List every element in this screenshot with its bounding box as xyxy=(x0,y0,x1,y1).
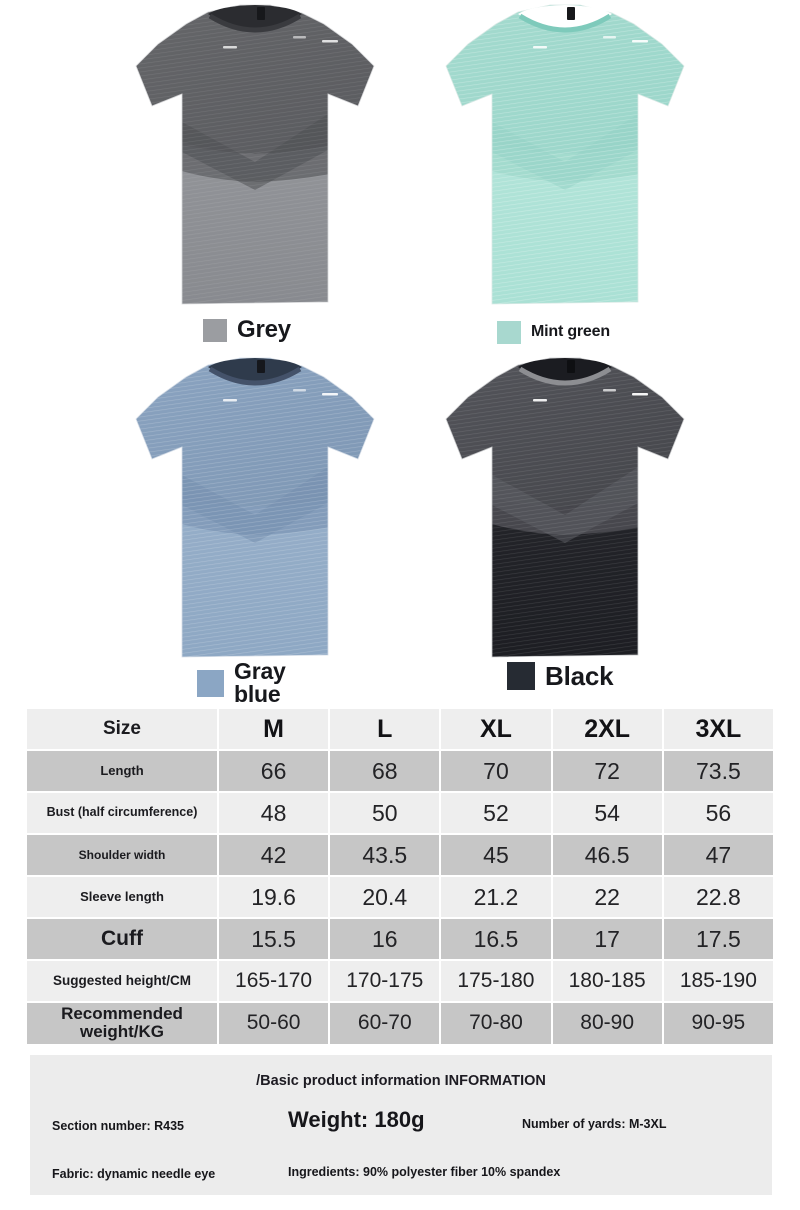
tshirt-illustration xyxy=(135,4,375,305)
header-cell-m: M xyxy=(219,709,329,749)
info-fabric: Fabric: dynamic needle eye xyxy=(52,1167,216,1181)
table-cell: 50-60 xyxy=(219,1003,329,1044)
table-cell: 21.2 xyxy=(441,877,551,917)
table-cell: 47 xyxy=(663,835,773,875)
table-cell: 73.5 xyxy=(663,751,773,791)
info-number-of-yards: Number of yards: M-3XL xyxy=(522,1117,667,1131)
table-cell: 165-170 xyxy=(219,961,329,1001)
color-option-mint-green[interactable]: Mint green xyxy=(496,320,610,345)
header-cell-l: L xyxy=(330,709,440,749)
product-image-gallery: Grey Mint green Gray blue Black xyxy=(90,2,730,706)
table-row: Cuff 15.5 16 16.5 17 17.5 xyxy=(27,919,773,959)
table-cell: 22.8 xyxy=(663,877,773,917)
table-row: Length 66 68 70 72 73.5 xyxy=(27,751,773,791)
size-chart-body: Size M L XL 2XL 3XL Length 66 68 70 72 73.5 Bust (ha… xyxy=(27,709,773,1044)
color-label: Gray blue xyxy=(234,658,286,708)
table-cell: 16.5 xyxy=(441,919,551,959)
table-cell: 20.4 xyxy=(330,877,440,917)
table-cell: 70-80 xyxy=(441,1003,551,1044)
row-label: Suggested height/CM xyxy=(27,961,217,1001)
color-option-grey[interactable]: Grey xyxy=(202,316,291,344)
table-cell: 17.5 xyxy=(663,919,773,959)
table-cell: 16 xyxy=(330,919,440,959)
table-cell: 46.5 xyxy=(552,835,662,875)
product-information-panel: /Basic product information INFORMATION S… xyxy=(30,1055,772,1195)
table-cell: 48 xyxy=(219,793,329,833)
color-swatch-gray-blue xyxy=(196,668,225,698)
table-cell: 19.6 xyxy=(219,877,329,917)
table-cell: 15.5 xyxy=(219,919,329,959)
table-cell: 43.5 xyxy=(330,835,440,875)
table-cell: 90-95 xyxy=(663,1003,773,1044)
header-cell-xl: XL xyxy=(441,709,551,749)
table-row: Recommended weight/KG 50-60 60-70 70-80 80-9… xyxy=(27,1003,773,1044)
row-label: Cuff xyxy=(27,919,217,959)
table-cell: 72 xyxy=(552,751,662,791)
table-cell: 17 xyxy=(552,919,662,959)
table-cell: 66 xyxy=(219,751,329,791)
row-label: Length xyxy=(27,751,217,791)
table-row: Shoulder width 42 43.5 45 46.5 47 xyxy=(27,835,773,875)
row-label: Shoulder width xyxy=(27,835,217,875)
row-label: Bust (half circumference) xyxy=(27,793,217,833)
table-cell: 50 xyxy=(330,793,440,833)
header-cell-size: Size xyxy=(27,709,217,749)
table-cell: 175-180 xyxy=(441,961,551,1001)
product-image-gray-blue[interactable] xyxy=(90,355,420,675)
info-ingredients: Ingredients: 90% polyester fiber 10% spa… xyxy=(288,1165,561,1179)
table-cell: 170-175 xyxy=(330,961,440,1001)
table-cell: 70 xyxy=(441,751,551,791)
color-label: Mint green xyxy=(531,323,610,341)
table-cell: 22 xyxy=(552,877,662,917)
tshirt-illustration xyxy=(445,4,685,305)
table-cell: 185-190 xyxy=(663,961,773,1001)
product-image-mint-green[interactable] xyxy=(400,2,730,322)
tshirt-illustration xyxy=(445,357,685,658)
table-cell: 42 xyxy=(219,835,329,875)
color-swatch-mint-green xyxy=(496,320,522,345)
info-section-number: Section number: R435 xyxy=(52,1119,184,1133)
row-label: Recommended weight/KG xyxy=(27,1003,217,1044)
table-cell: 54 xyxy=(552,793,662,833)
color-option-gray-blue[interactable]: Gray blue xyxy=(196,658,314,708)
table-row: Sleeve length 19.6 20.4 21.2 22 22.8 xyxy=(27,877,773,917)
header-cell-3xl: 3XL xyxy=(663,709,773,749)
size-chart-table: Size M L XL 2XL 3XL Length 66 68 70 72 73.5 Bust (ha… xyxy=(25,707,775,1046)
table-cell: 52 xyxy=(441,793,551,833)
info-weight: Weight: 180g xyxy=(288,1107,425,1132)
color-swatch-black xyxy=(506,661,536,691)
table-header-row: Size M L XL 2XL 3XL xyxy=(27,709,773,749)
color-label: Grey xyxy=(237,316,291,344)
product-image-grey[interactable] xyxy=(90,2,420,322)
table-row: Bust (half circumference) 48 50 52 54 56 xyxy=(27,793,773,833)
row-label: Sleeve length xyxy=(27,877,217,917)
table-cell: 45 xyxy=(441,835,551,875)
table-cell: 68 xyxy=(330,751,440,791)
table-cell: 60-70 xyxy=(330,1003,440,1044)
table-cell: 180-185 xyxy=(552,961,662,1001)
color-swatch-grey xyxy=(202,318,228,343)
color-label: Black xyxy=(545,660,614,691)
product-image-black[interactable] xyxy=(400,355,730,675)
header-cell-2xl: 2XL xyxy=(552,709,662,749)
table-cell: 80-90 xyxy=(552,1003,662,1044)
color-option-black[interactable]: Black xyxy=(506,660,614,691)
table-cell: 56 xyxy=(663,793,773,833)
info-panel-title: /Basic product information INFORMATION xyxy=(256,1073,546,1089)
tshirt-illustration xyxy=(135,357,375,658)
table-row: Suggested height/CM 165-170 170-175 175-180… xyxy=(27,961,773,1001)
